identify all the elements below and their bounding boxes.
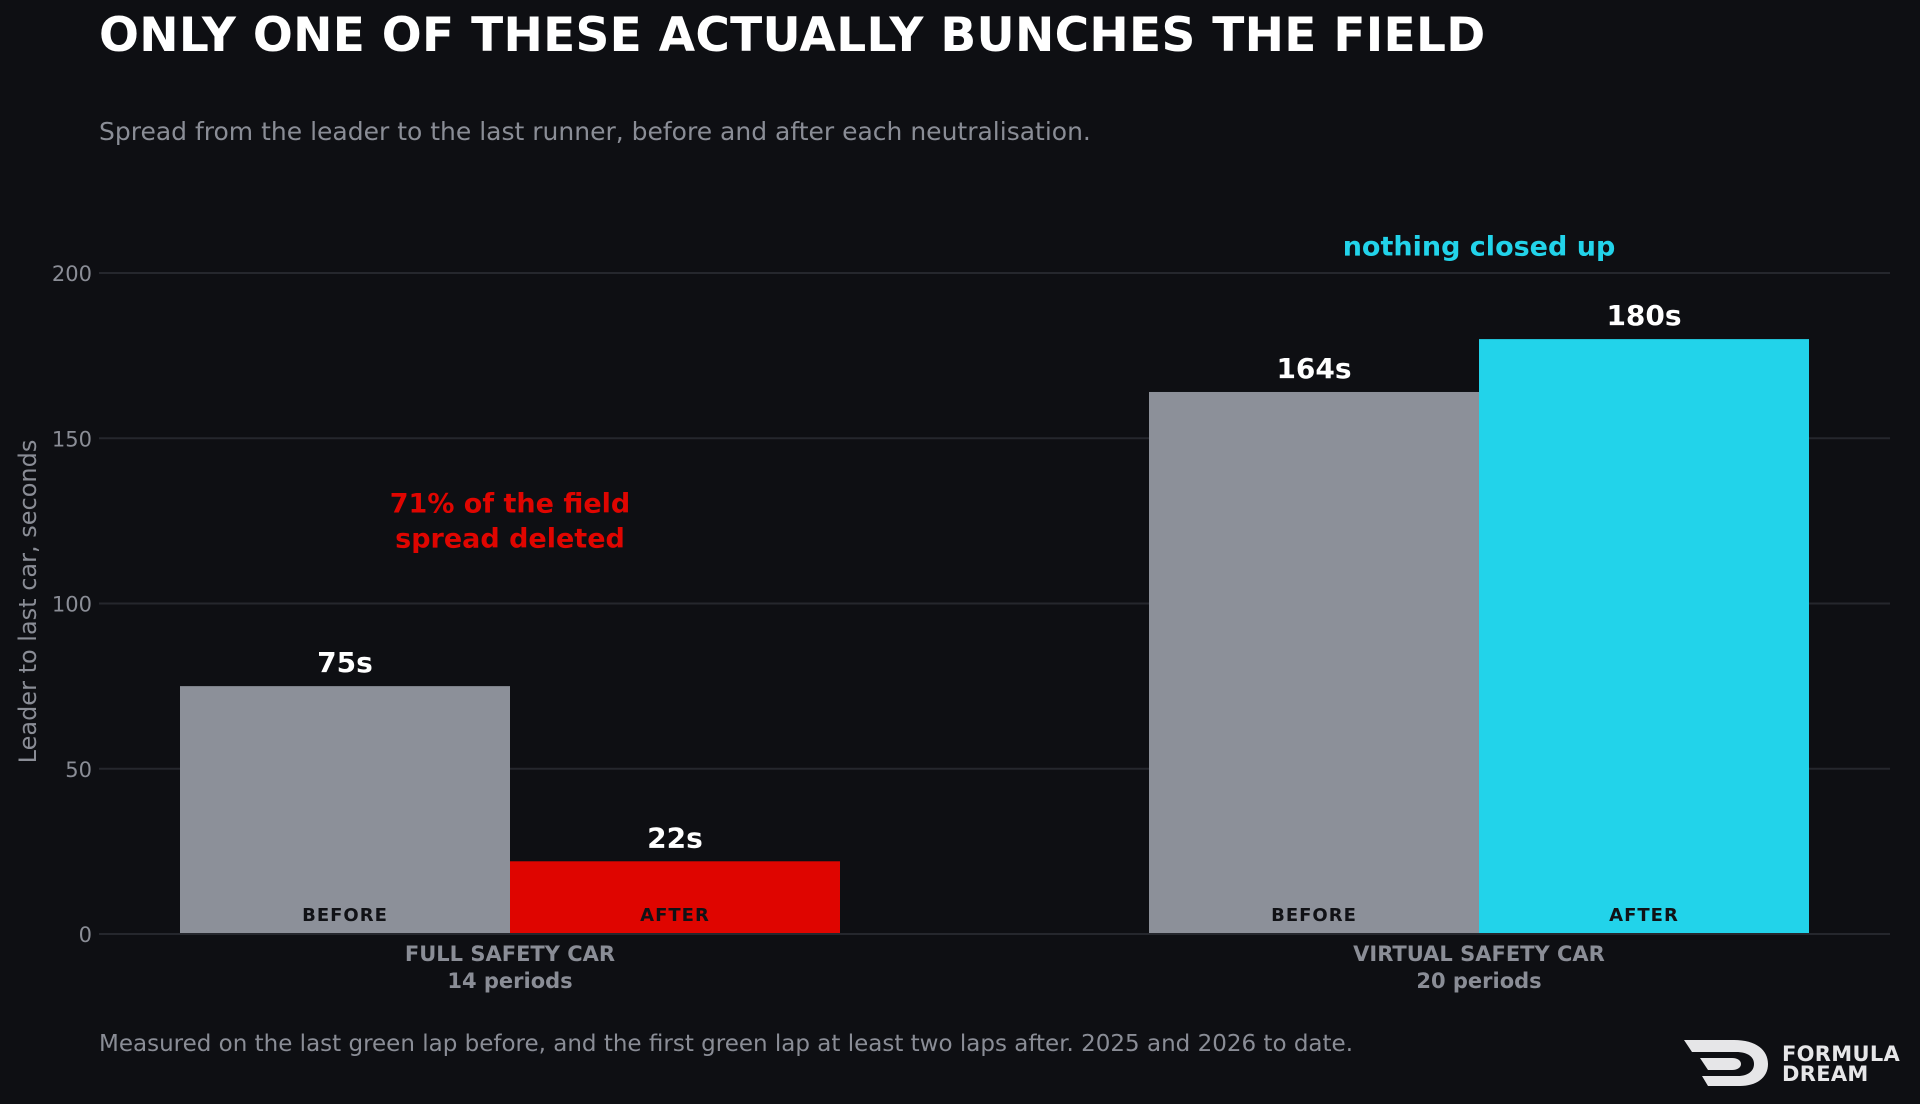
annotation-1: 71% of the field (390, 488, 630, 519)
y-tick-label: 0 (79, 923, 92, 947)
annotation-2: nothing closed up (1343, 232, 1616, 263)
category-label: FULL SAFETY CAR (405, 942, 615, 966)
y-tick-label: 150 (52, 427, 92, 451)
value-label: 75s (317, 646, 373, 679)
bar-after-2 (1479, 339, 1809, 935)
bar-after-1 (510, 861, 840, 934)
chart-title: ONLY ONE OF THESE ACTUALLY BUNCHES THE F… (99, 8, 1486, 63)
y-axis-label: Leader to last car, seconds (14, 440, 42, 764)
bar-series-label: BEFORE (1271, 905, 1357, 926)
footnote: Measured on the last green lap before, a… (99, 1031, 1354, 1057)
formula-dream-logo-icon (1684, 1040, 1768, 1086)
y-tick-label: 200 (52, 262, 92, 286)
category-sublabel: 20 periods (1416, 969, 1541, 993)
y-tick-label: 100 (52, 593, 92, 617)
value-label: 164s (1276, 352, 1351, 385)
bar-before-2 (1149, 391, 1479, 935)
bar-series-label: AFTER (640, 905, 710, 926)
bar-series-label: BEFORE (302, 905, 388, 926)
category-label: VIRTUAL SAFETY CAR (1353, 942, 1605, 966)
bar-before-1 (180, 686, 510, 934)
brand-line-1: FORMULA (1782, 1042, 1901, 1066)
value-label: 22s (647, 821, 703, 854)
category-sublabel: 14 periods (447, 969, 572, 993)
brand-line-2: DREAM (1782, 1062, 1869, 1086)
brand-logo: FORMULA DREAM (1680, 1036, 1910, 1092)
chart-subtitle: Spread from the leader to the last runne… (99, 117, 1091, 146)
y-tick-label: 50 (65, 758, 92, 782)
value-label: 180s (1606, 299, 1681, 332)
annotation-1: spread deleted (395, 523, 625, 554)
brand-wordmark: FORMULA DREAM (1782, 1042, 1901, 1086)
bar-series-label: AFTER (1609, 905, 1679, 926)
